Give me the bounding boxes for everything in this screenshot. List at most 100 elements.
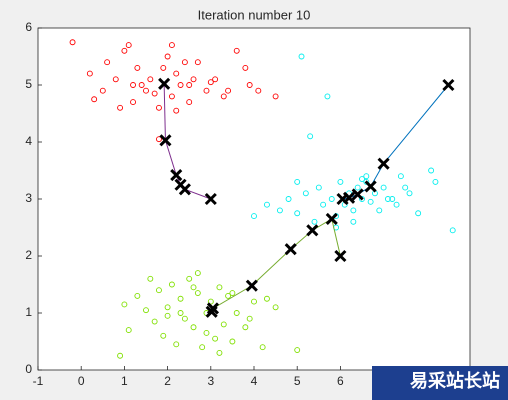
data-point bbox=[259, 344, 266, 351]
data-point bbox=[376, 207, 383, 214]
data-point bbox=[203, 87, 210, 94]
data-point bbox=[203, 330, 210, 336]
data-point bbox=[207, 298, 214, 305]
data-point bbox=[406, 190, 413, 197]
data-point bbox=[168, 93, 175, 100]
centroid-marker bbox=[364, 180, 377, 193]
x-tick-label: 2 bbox=[164, 374, 171, 388]
watermark-text: 易采站长站 bbox=[410, 370, 500, 391]
data-point bbox=[117, 352, 124, 359]
centroid-marker bbox=[204, 192, 217, 206]
data-point bbox=[216, 284, 223, 291]
data-point bbox=[143, 87, 149, 94]
centroid-marker bbox=[351, 188, 364, 201]
data-point bbox=[432, 178, 439, 185]
x-tick-label: 6 bbox=[337, 374, 344, 388]
centroid-path bbox=[163, 83, 211, 200]
data-point bbox=[190, 324, 197, 331]
data-point bbox=[147, 275, 154, 282]
data-point bbox=[233, 310, 240, 316]
centroid-marker bbox=[325, 212, 338, 226]
data-point bbox=[130, 99, 136, 106]
data-point bbox=[272, 93, 279, 100]
data-point bbox=[251, 213, 257, 220]
y-tick-label: 4 bbox=[25, 134, 32, 148]
y-tick-label: 3 bbox=[25, 191, 32, 205]
centroid-marker bbox=[245, 279, 258, 292]
data-point bbox=[311, 218, 318, 225]
data-point bbox=[242, 64, 249, 71]
data-point bbox=[449, 227, 456, 234]
data-point bbox=[350, 218, 357, 225]
y-tick-label: 6 bbox=[25, 20, 32, 34]
data-point bbox=[134, 64, 141, 71]
data-point bbox=[186, 275, 193, 282]
data-point bbox=[337, 178, 344, 185]
data-point bbox=[99, 87, 106, 94]
data-point bbox=[242, 324, 249, 331]
data-point bbox=[350, 207, 357, 214]
data-point bbox=[177, 82, 184, 88]
data-point bbox=[156, 104, 162, 111]
data-point bbox=[173, 107, 180, 114]
data-point bbox=[233, 47, 240, 54]
data-point bbox=[389, 196, 396, 202]
data-point bbox=[216, 349, 223, 356]
data-point bbox=[181, 59, 188, 66]
x-tick-label: 0 bbox=[78, 374, 85, 388]
data-point bbox=[130, 82, 136, 88]
centroid-marker bbox=[159, 134, 172, 147]
data-point bbox=[294, 178, 301, 185]
plot-area bbox=[37, 27, 471, 371]
centroid-marker bbox=[170, 168, 183, 182]
y-tick-label: 5 bbox=[25, 77, 32, 91]
x-tick-label: 3 bbox=[207, 374, 214, 388]
x-tick-label: 4 bbox=[251, 374, 258, 388]
y-tick-label: 1 bbox=[25, 305, 32, 319]
data-point bbox=[359, 196, 365, 202]
data-point bbox=[186, 82, 193, 88]
data-point bbox=[104, 59, 111, 66]
x-tick-label: 5 bbox=[294, 374, 301, 388]
y-tick-label: 2 bbox=[25, 248, 32, 262]
data-point bbox=[181, 315, 188, 322]
data-point bbox=[164, 304, 171, 311]
data-point bbox=[315, 184, 322, 191]
data-point bbox=[177, 310, 184, 316]
watermark: 易采站长站 bbox=[372, 366, 508, 400]
data-point bbox=[151, 90, 158, 97]
data-point bbox=[363, 178, 370, 185]
data-point bbox=[194, 270, 201, 277]
data-point bbox=[302, 190, 309, 197]
data-point bbox=[168, 281, 175, 288]
data-point bbox=[367, 198, 374, 205]
data-point bbox=[307, 133, 314, 140]
data-point bbox=[397, 173, 404, 180]
centroid-marker bbox=[306, 224, 319, 237]
data-point bbox=[251, 298, 257, 305]
centroid-marker bbox=[442, 78, 455, 92]
data-point bbox=[138, 82, 145, 88]
data-point bbox=[225, 87, 232, 94]
data-point bbox=[393, 201, 400, 208]
data-point bbox=[328, 196, 335, 202]
data-point bbox=[69, 39, 76, 46]
data-point bbox=[177, 295, 184, 302]
data-point bbox=[294, 347, 301, 353]
centroid-marker bbox=[336, 192, 349, 206]
data-point bbox=[428, 167, 435, 174]
centroid-marker bbox=[174, 178, 187, 191]
data-point bbox=[112, 76, 119, 83]
data-point bbox=[143, 307, 149, 314]
data-point bbox=[415, 210, 422, 217]
data-point bbox=[402, 184, 409, 191]
data-point bbox=[294, 210, 301, 217]
data-point bbox=[363, 173, 370, 180]
data-point bbox=[164, 312, 171, 319]
data-point bbox=[276, 207, 283, 214]
data-point bbox=[359, 176, 365, 183]
data-point bbox=[212, 76, 219, 83]
data-point bbox=[156, 287, 162, 294]
centroid-marker bbox=[377, 157, 390, 170]
